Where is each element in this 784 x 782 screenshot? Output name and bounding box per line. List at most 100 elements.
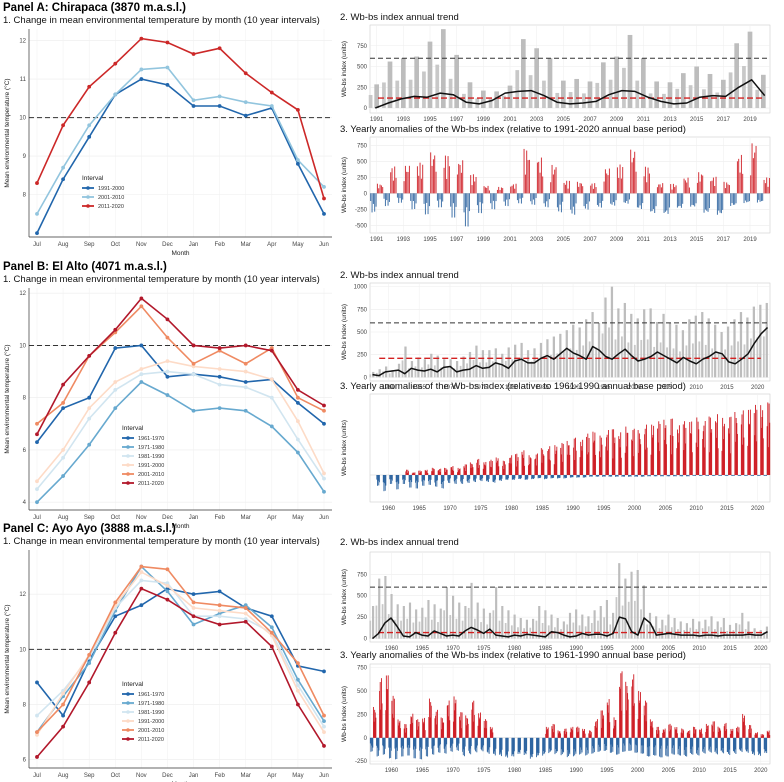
data-point [269, 614, 274, 619]
negative-anomaly-bar [526, 737, 528, 751]
positive-anomaly-bar [598, 451, 600, 475]
x-tick-label: 1995 [597, 506, 611, 512]
data-point [165, 567, 170, 572]
x-tick-label: 2010 [689, 385, 703, 391]
index-bar [519, 618, 522, 639]
positive-anomaly-bar [498, 466, 500, 475]
negative-anomaly-bar [696, 737, 697, 754]
positive-anomaly-bar [552, 174, 554, 194]
negative-anomaly-bar [589, 475, 591, 477]
positive-anomaly-bar [499, 190, 501, 194]
data-point [35, 211, 39, 216]
positive-anomaly-bar [566, 731, 568, 738]
positive-anomaly-bar [510, 463, 512, 475]
index-bar [672, 348, 675, 378]
positive-anomaly-bar [658, 730, 660, 738]
data-point [165, 597, 170, 602]
negative-anomaly-bar [596, 475, 598, 476]
positive-anomaly-bar [484, 187, 486, 194]
positive-anomaly-bar [619, 164, 621, 194]
index-bar [408, 602, 412, 639]
positive-anomaly-bar [447, 705, 449, 738]
legend-label: 1961-1970 [138, 436, 164, 442]
negative-anomaly-bar [611, 475, 613, 477]
negative-anomaly-bar [399, 193, 401, 199]
negative-anomaly-bar [666, 475, 668, 477]
legend-label: 2001-2010 [98, 195, 124, 201]
negative-anomaly-bar [744, 475, 746, 476]
negative-anomaly-bar [462, 737, 464, 756]
data-point [269, 424, 274, 429]
negative-anomaly-bar [700, 475, 702, 476]
positive-anomaly-bar [420, 472, 422, 475]
positive-anomaly-bar [763, 179, 765, 194]
index-bar [482, 608, 485, 639]
index-bar [472, 359, 475, 378]
index-bar [418, 621, 421, 639]
positive-anomaly-bar [515, 466, 517, 475]
negative-anomaly-bar [733, 737, 735, 752]
positive-anomaly-bar [662, 729, 664, 738]
positive-anomaly-bar [635, 171, 637, 194]
positive-anomaly-bar [453, 470, 455, 475]
negative-anomaly-bar [751, 475, 753, 476]
y-tick-label: -250 [355, 207, 368, 213]
positive-anomaly-bar [766, 730, 768, 738]
positive-anomaly-bar [558, 733, 560, 738]
positive-anomaly-bar [404, 165, 406, 194]
positive-anomaly-bar [688, 187, 690, 194]
positive-anomaly-bar [711, 180, 713, 194]
x-tick-label: Jun [319, 242, 329, 248]
positive-anomaly-bar [608, 699, 610, 738]
positive-anomaly-bar [732, 728, 734, 738]
data-point [243, 603, 248, 608]
negative-anomaly-bar [637, 475, 638, 477]
positive-anomaly-bar [490, 459, 492, 475]
positive-anomaly-bar [627, 693, 629, 738]
positive-anomaly-bar [439, 471, 441, 475]
negative-anomaly-bar [611, 193, 613, 205]
negative-anomaly-bar [583, 193, 585, 207]
negative-anomaly-bar [494, 737, 496, 756]
positive-anomaly-bar [576, 732, 578, 738]
index-bar [448, 78, 453, 109]
positive-anomaly-bar [762, 735, 764, 738]
index-bar [717, 352, 720, 378]
negative-anomaly-bar [591, 475, 593, 477]
index-bar [694, 66, 699, 109]
positive-anomaly-bar [700, 728, 702, 738]
series-line [36, 381, 325, 503]
index-bar [661, 619, 664, 639]
data-point [322, 211, 326, 216]
negative-anomaly-bar [739, 475, 741, 476]
positive-anomaly-bar [387, 689, 389, 738]
positive-anomaly-bar [706, 729, 708, 738]
negative-anomaly-bar [488, 475, 490, 479]
x-tick-label: Jan [189, 242, 199, 248]
positive-anomaly-bar [684, 180, 686, 194]
negative-anomaly-bar [390, 475, 392, 480]
index-bar [662, 313, 665, 378]
data-point [322, 744, 326, 748]
negative-anomaly-bar [635, 737, 637, 753]
positive-anomaly-bar [676, 448, 678, 475]
y-tick-label: 750 [357, 44, 368, 50]
negative-anomaly-bar [641, 737, 643, 754]
positive-anomaly-bar [550, 182, 552, 194]
negative-anomaly-bar [655, 475, 657, 476]
positive-anomaly-bar [418, 175, 420, 194]
negative-anomaly-bar [696, 737, 698, 751]
index-bar [587, 81, 593, 109]
positive-anomaly-bar [713, 721, 715, 738]
x-tick-label: 2003 [530, 237, 544, 243]
negative-anomaly-bar [617, 475, 619, 477]
data-point [296, 107, 300, 112]
positive-anomaly-bar [547, 450, 549, 475]
negative-anomaly-bar [476, 193, 478, 206]
x-tick-label: Oct [111, 773, 121, 779]
negative-anomaly-bar [679, 193, 681, 206]
index-bar [763, 631, 765, 639]
legend-label: 1991-2000 [138, 719, 164, 725]
series-line [36, 66, 325, 215]
positive-anomaly-bar [562, 461, 564, 475]
